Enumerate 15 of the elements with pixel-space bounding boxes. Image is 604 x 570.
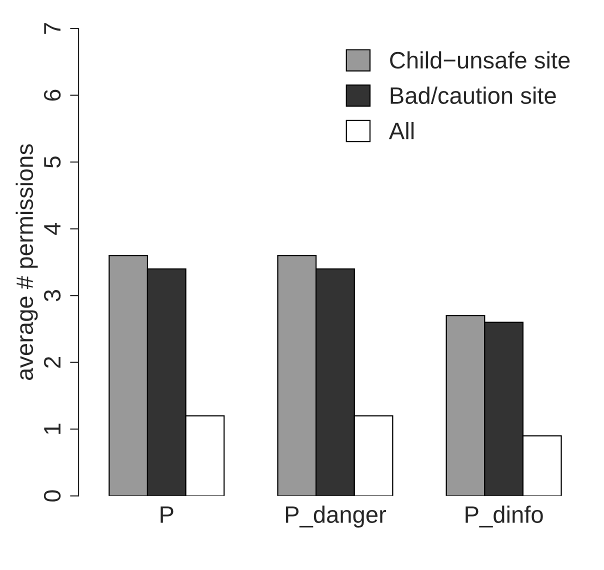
y-tick-label: 6 [44,90,61,101]
y-tick-label: 7 [44,23,60,34]
legend-label: All [388,122,414,140]
legend-label: Child−unsafe site [390,51,570,69]
y-tick-label: 0 [44,490,61,502]
y-tick-label: 2 [44,356,60,368]
x-tick-label: P_dinfo [466,506,543,528]
y-tick-label: 5 [44,156,61,168]
x-tick-label: P [160,506,174,523]
legend-label: Bad/caution site [390,86,556,104]
y-axis-title: average # permissions [16,144,38,380]
y-tick-label: 3 [44,290,61,302]
y-tick-label: 1 [44,424,60,434]
x-tick-label: P_danger [286,506,386,528]
y-tick-label: 4 [44,222,60,235]
